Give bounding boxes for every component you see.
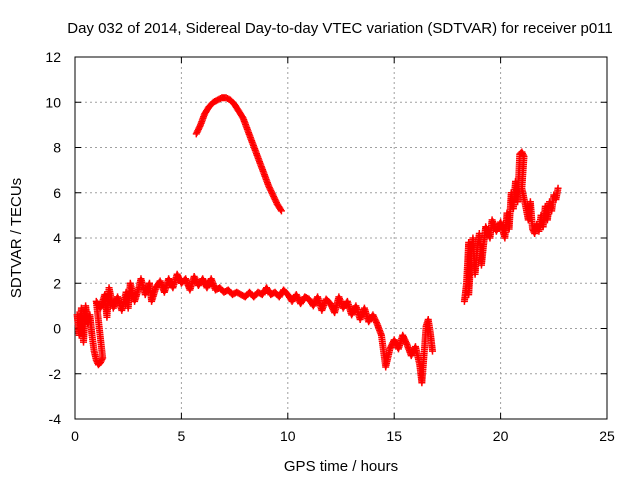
data-point-marker [277, 205, 285, 213]
y-tick-label: 8 [53, 140, 61, 156]
x-axis-label: GPS time / hours [284, 458, 398, 475]
data-point-marker [277, 207, 285, 215]
data-points [73, 94, 562, 387]
data-point-marker [554, 184, 562, 192]
y-tick-label: -4 [49, 411, 62, 427]
y-axis-label: SDTVAR / TECUs [8, 178, 25, 298]
y-tick-label: 0 [53, 321, 61, 337]
x-tick-label: 5 [178, 428, 186, 444]
y-tick-label: -2 [49, 366, 62, 382]
y-tick-label: 12 [45, 49, 61, 65]
y-tick-label: 6 [53, 185, 61, 201]
x-tick-label: 15 [386, 428, 402, 444]
y-tick-label: 2 [53, 275, 61, 291]
x-tick-label: 0 [71, 428, 79, 444]
axis-ticks: 0 5 10 15 20 25 -4 -2 0 2 4 6 8 10 12 [45, 49, 615, 444]
grid-lines [75, 57, 607, 419]
data-point-marker [429, 347, 437, 355]
x-tick-label: 20 [493, 428, 509, 444]
x-tick-label: 25 [599, 428, 615, 444]
chart-title: Day 032 of 2014, Sidereal Day-to-day VTE… [67, 20, 613, 37]
y-tick-label: 10 [45, 94, 61, 110]
y-tick-label: 4 [53, 230, 61, 246]
x-tick-label: 10 [280, 428, 296, 444]
